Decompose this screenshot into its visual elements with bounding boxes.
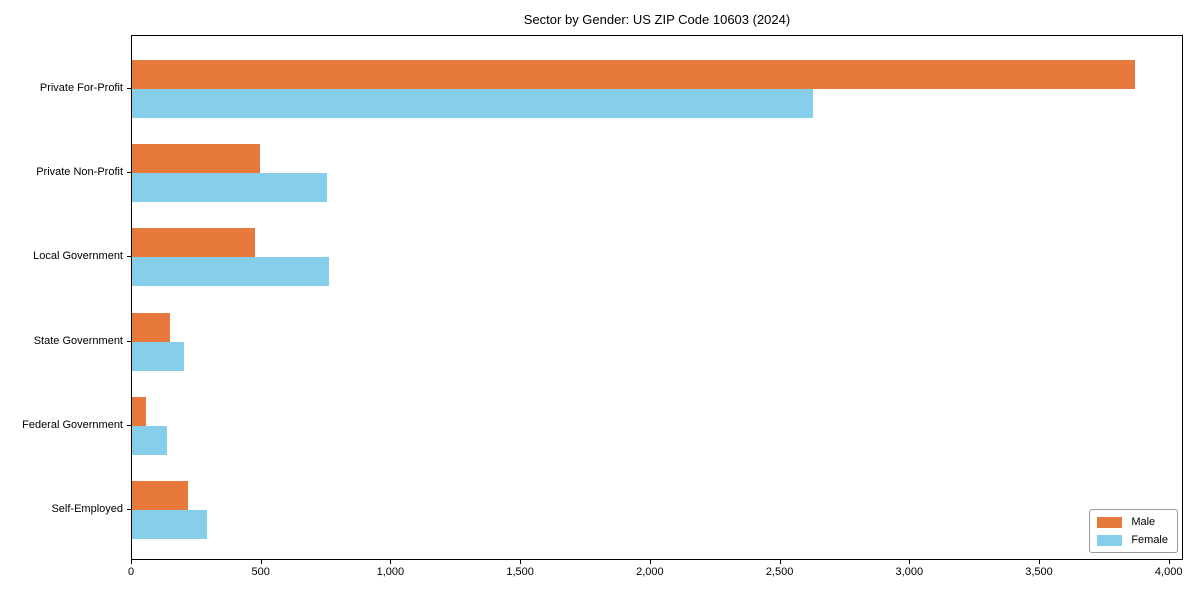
bar-female-0 xyxy=(132,89,813,118)
category-label: Federal Government xyxy=(22,418,123,431)
legend-swatch-female xyxy=(1097,534,1123,546)
bar-male-1 xyxy=(132,144,261,174)
x-tick-label: 1,500 xyxy=(506,566,534,578)
y-tick-mark xyxy=(127,424,131,426)
bar-female-1 xyxy=(132,173,327,203)
x-tick-label: 3,000 xyxy=(895,566,924,578)
y-tick-mark xyxy=(127,172,131,174)
x-tick-label: 3,500 xyxy=(1025,566,1053,578)
y-tick-mark xyxy=(127,509,131,510)
bar-male-5 xyxy=(132,481,188,510)
category-label: Self-Employed xyxy=(51,503,123,515)
x-tick-mark xyxy=(1039,560,1040,564)
x-tick-mark xyxy=(1168,560,1170,564)
legend-label-female: Female xyxy=(1131,534,1168,546)
y-tick-mark xyxy=(127,340,131,342)
x-tick-mark xyxy=(520,560,522,564)
y-tick-mark xyxy=(127,256,131,258)
x-tick-label: 2,000 xyxy=(636,566,664,578)
x-tick-mark xyxy=(779,560,781,564)
x-tick-label: 1,000 xyxy=(376,566,405,578)
bar-female-2 xyxy=(132,257,330,287)
category-label: State Government xyxy=(33,334,123,347)
category-label: Private For-Profit xyxy=(39,82,123,94)
bar-male-4 xyxy=(132,396,147,426)
x-tick-mark xyxy=(909,560,911,564)
y-tick-mark xyxy=(127,88,131,89)
bar-female-5 xyxy=(132,510,208,539)
bar-male-0 xyxy=(132,60,1135,89)
bar-male-2 xyxy=(132,228,256,258)
category-label: Private Non-Profit xyxy=(36,166,123,179)
x-tick-label: 4,000 xyxy=(1154,566,1183,578)
bar-female-3 xyxy=(132,341,184,371)
legend-item-male: Male xyxy=(1097,516,1168,528)
x-tick-label: 0 xyxy=(127,566,135,578)
x-tick-mark xyxy=(649,560,651,564)
x-tick-mark xyxy=(390,560,392,564)
bar-female-4 xyxy=(132,425,167,455)
x-tick-mark xyxy=(131,560,132,564)
x-tick-mark xyxy=(260,560,262,564)
bar-male-3 xyxy=(132,312,170,342)
legend-swatch-male xyxy=(1097,516,1123,528)
legend-item-female: Female xyxy=(1097,534,1168,546)
x-tick-label: 500 xyxy=(251,566,270,578)
legend-label-male: Male xyxy=(1131,516,1156,528)
chart-title: Sector by Gender: US ZIP Code 10603 (202… xyxy=(523,12,791,27)
x-tick-label: 2,500 xyxy=(765,566,794,578)
category-label: Local Government xyxy=(33,250,123,263)
plot-area xyxy=(131,35,1183,560)
legend: Male Female xyxy=(1089,509,1178,553)
